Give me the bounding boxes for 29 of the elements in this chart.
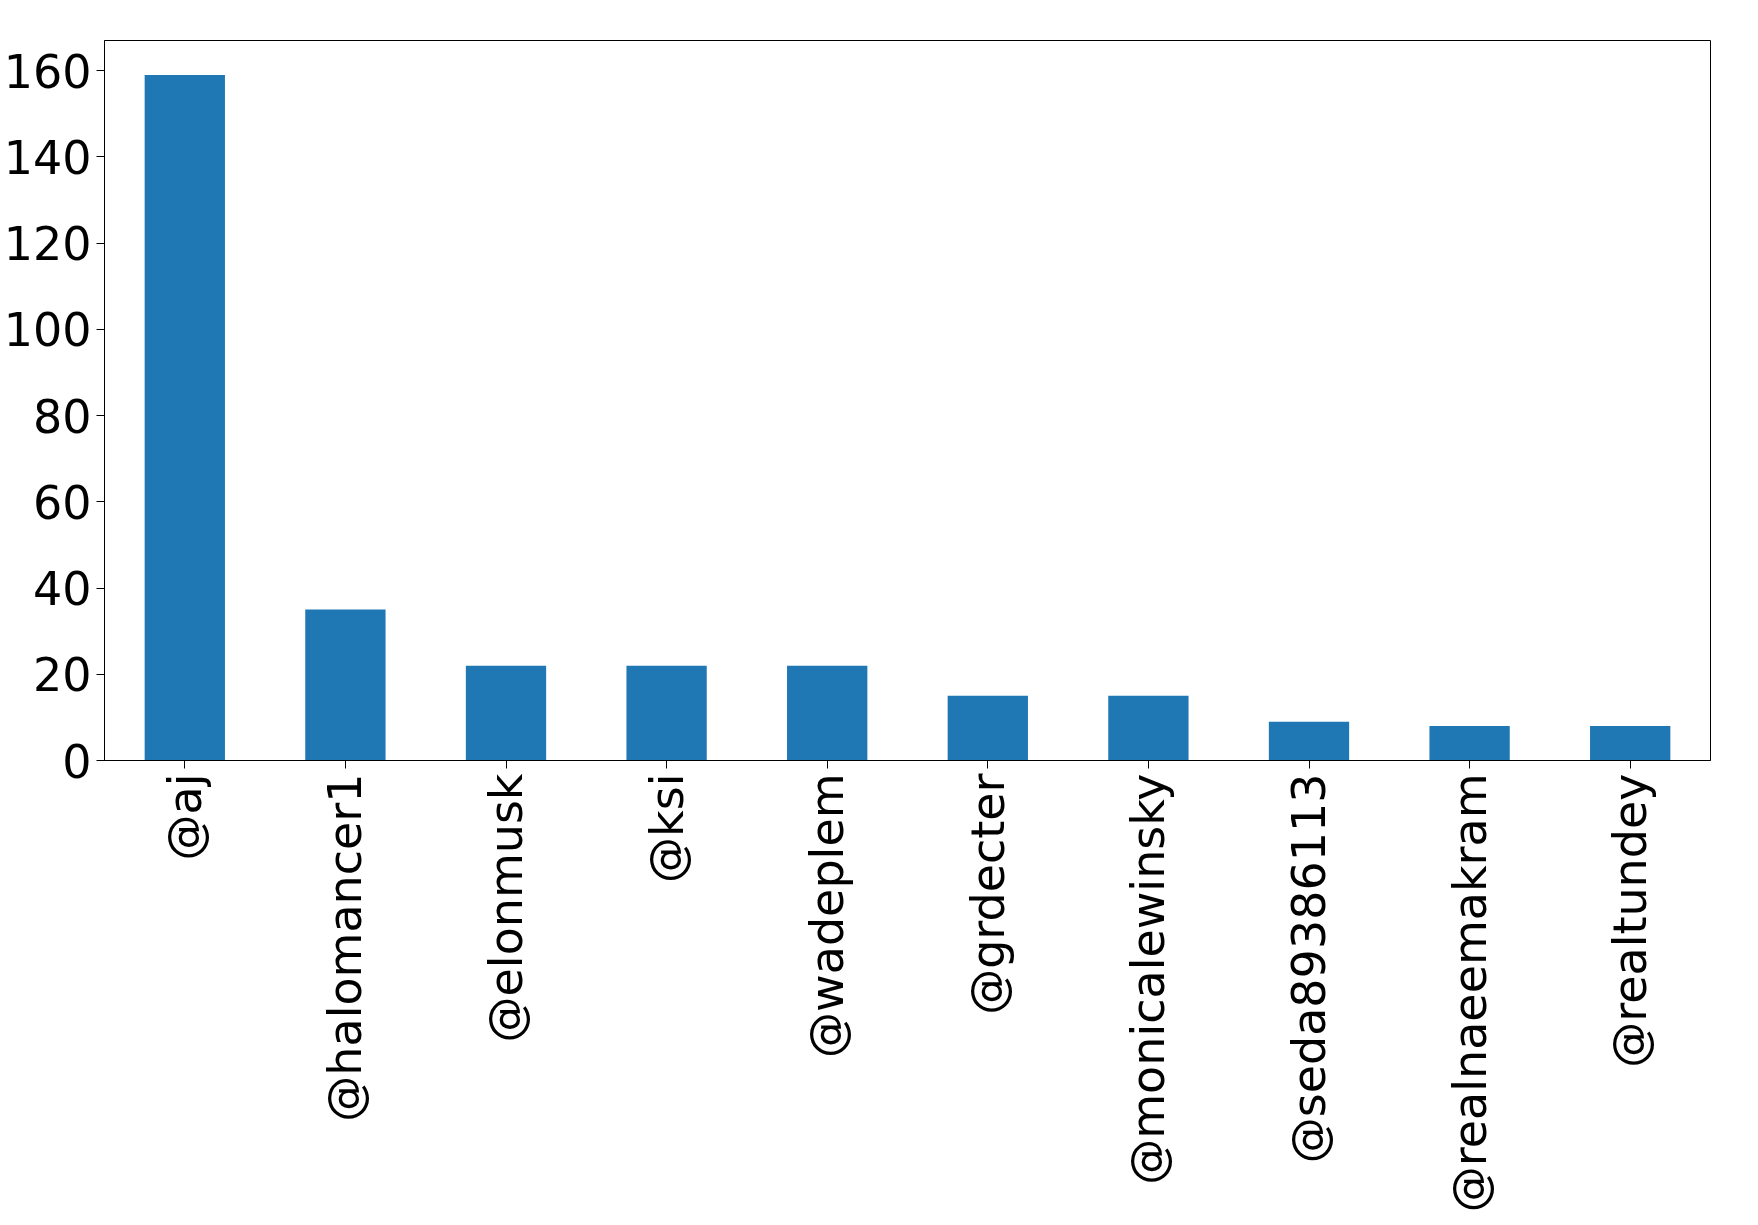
bar: [144, 74, 225, 761]
bar: [1590, 726, 1671, 761]
x-tick-label: @aj: [157, 773, 212, 861]
bar: [787, 665, 868, 761]
x-tick-label: @seda89386113: [1282, 773, 1336, 1164]
y-tick-label: 40: [32, 562, 92, 617]
y-tick-label: 120: [3, 217, 92, 272]
y-tick-label: 160: [3, 44, 92, 99]
y-tick-label: 20: [32, 648, 92, 703]
y-tick-label: 140: [3, 130, 92, 185]
bar: [1429, 726, 1510, 761]
bar: [1108, 695, 1189, 761]
x-tick-label: @wadeplem: [800, 773, 855, 1058]
bar: [947, 695, 1028, 761]
y-tick-label: 100: [3, 303, 92, 358]
x-tick-label: @realnaeemakram: [1442, 773, 1497, 1213]
x-tick-label: @grdecter: [960, 773, 1015, 1015]
bar: [305, 609, 386, 761]
x-tick-label: @realtundey: [1603, 773, 1658, 1068]
x-tick-label: @halomancer1: [318, 773, 373, 1122]
bar: [465, 665, 547, 761]
bar: [1268, 721, 1350, 761]
x-tick-label: @elonmusk: [479, 773, 533, 1043]
y-tick-label: 80: [32, 389, 92, 444]
x-tick-label: @monicalewinsky: [1121, 773, 1176, 1185]
bar: [626, 665, 707, 761]
x-tick-label: @ksi: [639, 773, 694, 883]
y-tick-label: 60: [32, 475, 92, 530]
y-tick-label: 0: [62, 734, 92, 789]
